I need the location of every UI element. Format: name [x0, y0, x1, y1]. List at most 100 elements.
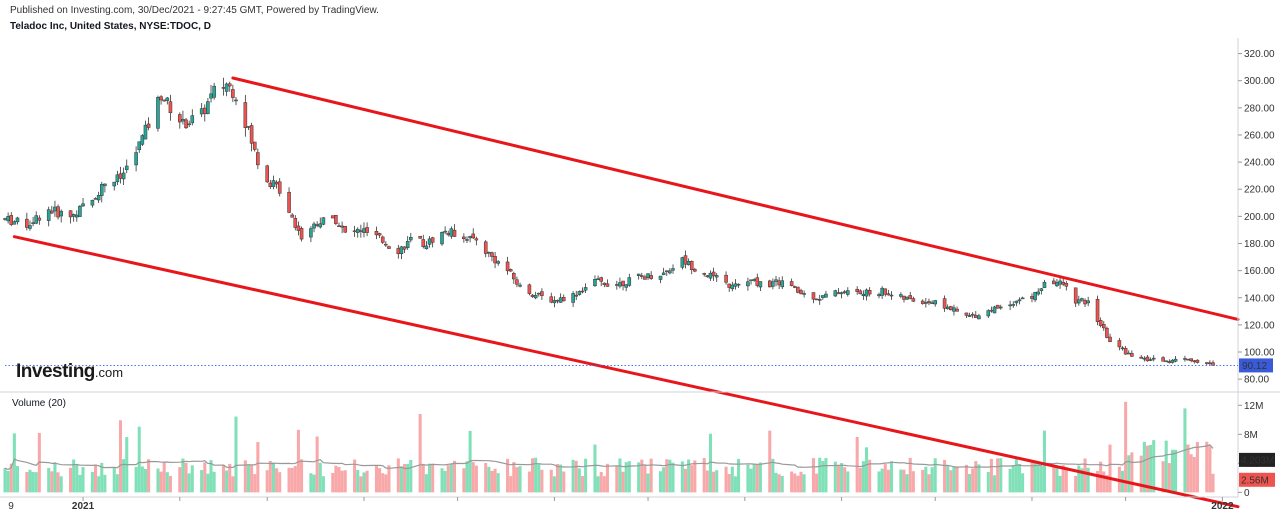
volume-bar: [802, 474, 806, 493]
candle-body: [599, 277, 603, 282]
candle-body: [312, 223, 316, 229]
volume-bar: [15, 466, 20, 493]
volume-bar: [908, 457, 912, 493]
volume-bar: [399, 466, 403, 493]
volume-bar: [321, 476, 325, 493]
volume-marker-label: 4.203M: [1241, 455, 1274, 466]
candle-body: [156, 97, 160, 129]
volume-bar: [424, 474, 428, 493]
candle-body: [1148, 359, 1153, 361]
volume-bar: [340, 470, 344, 493]
candle-body: [134, 152, 138, 166]
volume-bar: [531, 458, 535, 493]
volume-bar: [855, 436, 859, 493]
volume-bar: [680, 461, 684, 493]
volume-bar: [886, 469, 890, 493]
candle-body: [1033, 291, 1037, 301]
candle-body: [465, 239, 469, 241]
volume-bar: [602, 476, 606, 493]
volume-bar: [571, 459, 575, 493]
volume-tick-label: 0: [1244, 488, 1250, 499]
candle-body: [558, 297, 563, 303]
volume-bar: [905, 474, 909, 493]
volume-bar: [799, 471, 803, 493]
candle-body: [246, 126, 251, 128]
time-tick-label: 9: [8, 501, 14, 512]
volume-bar: [574, 460, 578, 493]
volume-bar: [771, 458, 775, 493]
volume-marker-badge: [1239, 472, 1275, 487]
volume-bar: [815, 473, 819, 493]
volume-bar: [515, 467, 519, 493]
price-tick-label: 100.00: [1244, 348, 1275, 359]
candle-body: [749, 279, 753, 282]
volume-bar: [427, 463, 432, 493]
candle-body: [234, 99, 238, 102]
volume-bar: [250, 465, 254, 493]
volume-bar: [1152, 440, 1156, 493]
volume-bar: [840, 463, 844, 493]
volume-bar: [1192, 457, 1196, 493]
candle-body: [25, 218, 29, 228]
volume-bar: [356, 469, 360, 493]
volume-bar: [780, 475, 784, 493]
candle-body: [315, 224, 319, 226]
volume-bar: [1208, 446, 1212, 493]
candle-body: [1017, 299, 1022, 302]
volume-bar: [1161, 461, 1165, 493]
volume-bar: [665, 459, 669, 493]
candle-body: [203, 107, 207, 115]
volume-bar: [555, 464, 560, 493]
candle-body: [967, 315, 972, 317]
candle-body: [889, 294, 894, 297]
volume-bar: [465, 461, 469, 493]
volume-bar: [1083, 458, 1087, 493]
volume-bar: [624, 462, 628, 493]
volume-bar: [1014, 459, 1018, 493]
candle-body: [1083, 300, 1087, 305]
candle-body: [537, 292, 541, 295]
volume-bar: [140, 466, 144, 493]
volume-bar: [206, 473, 210, 493]
candle-body: [265, 165, 269, 183]
volume-bar: [178, 467, 182, 493]
volume-bar: [1142, 441, 1146, 493]
volume-bar: [1102, 471, 1106, 493]
volume-bar: [343, 470, 347, 493]
candle-body: [34, 215, 38, 224]
volume-bar: [943, 459, 947, 493]
volume-bar: [156, 468, 160, 493]
candle-body: [1120, 347, 1125, 350]
volume-bar: [715, 470, 719, 493]
volume-ma-line: [4, 444, 1214, 471]
candle-body: [427, 238, 432, 245]
price-tick-label: 140.00: [1244, 293, 1275, 304]
volume-bar: [1195, 442, 1199, 493]
volume-bar: [649, 458, 653, 493]
candle-body: [1192, 360, 1197, 363]
volume-bar: [599, 471, 603, 493]
volume-bar: [184, 462, 188, 493]
volume-bar: [1211, 473, 1215, 493]
volume-bar: [50, 471, 54, 493]
candle-body: [293, 218, 298, 228]
candle-body: [596, 278, 600, 281]
volume-bar: [381, 473, 385, 493]
candle-body: [899, 294, 903, 297]
candle-body: [1105, 327, 1109, 338]
candle-body: [705, 275, 710, 278]
volume-bar: [911, 471, 915, 493]
volume-bar: [749, 468, 753, 493]
candle-body: [330, 215, 335, 219]
price-tick-label: 220.00: [1244, 185, 1275, 196]
volume-bar: [97, 476, 101, 493]
volume-bar: [868, 459, 872, 493]
candle-body: [505, 261, 510, 272]
candle-body: [209, 93, 213, 99]
volume-bar: [112, 468, 116, 493]
candle-body: [59, 210, 63, 217]
candle-body: [452, 229, 457, 237]
volume-bar: [337, 467, 341, 493]
volume-bar: [443, 470, 447, 493]
